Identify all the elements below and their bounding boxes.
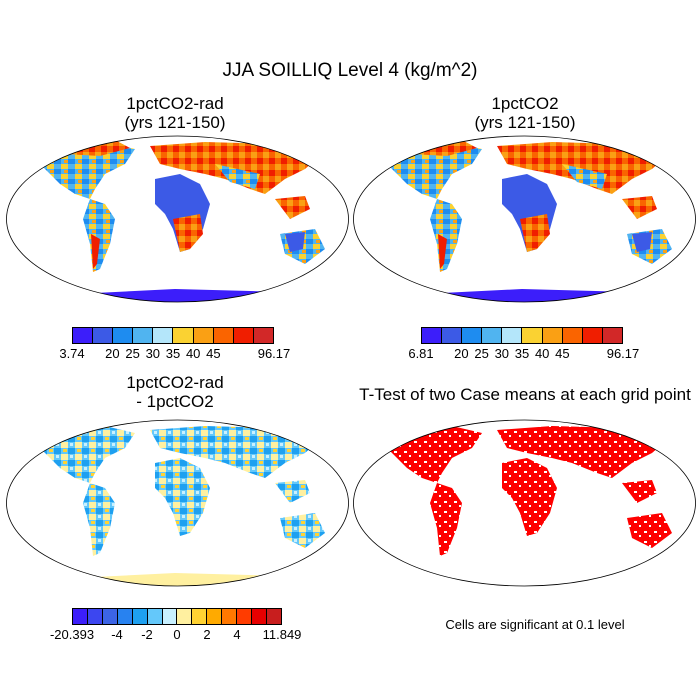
panel-4-map [353, 419, 696, 587]
ttest-note: Cells are significant at 0.1 level [445, 617, 625, 632]
colorbar-3-labels: -20.393 -4 -2 0 2 4 11.849 [50, 625, 301, 642]
colorbar-2-swatch [482, 328, 503, 343]
colorbar-1-labels: 3.74 20 25 30 35 40 45 96.17 [59, 344, 290, 361]
colorbar-3-label: 11.849 [262, 627, 302, 642]
colorbar-2-swatch [582, 328, 603, 343]
panel-3-title: 1pctCO2-rad - 1pctCO2 [20, 373, 330, 411]
colorbar-3-swatch [73, 609, 88, 624]
panel-2-title: 1pctCO2 (yrs 121-150) [370, 94, 680, 132]
colorbar-2-label: 6.81 [408, 346, 434, 361]
colorbar-1-swatch [133, 328, 154, 343]
colorbar-1-swatch [213, 328, 234, 343]
panel-1-title-line1: 1pctCO2-rad [126, 94, 224, 113]
colorbar-1-swatch [173, 328, 194, 343]
colorbar-3-swatch [147, 609, 163, 624]
colorbar-1-swatch [113, 328, 134, 343]
colorbar-1-label: 96.17 [257, 346, 291, 361]
colorbar-1-swatch [193, 328, 214, 343]
colorbar-1-label: 45 [206, 346, 221, 361]
figure-title: JJA SOILLIQ Level 4 (kg/m^2) [222, 60, 478, 81]
colorbar-1: 3.74 20 25 30 35 40 45 96.17 [59, 327, 290, 361]
colorbar-3-swatch [207, 609, 223, 624]
panel-4-title-line1: T-Test of two Case means at each grid po… [359, 385, 691, 404]
colorbar-1-swatch [73, 328, 94, 343]
colorbar-2-label: 20 [454, 346, 469, 361]
panel-1-title: 1pctCO2-rad (yrs 121-150) [20, 94, 330, 132]
panel-3-title-line2: - 1pctCO2 [136, 392, 214, 411]
panel-2-continents [387, 140, 672, 302]
colorbar-1-swatch [93, 328, 114, 343]
colorbar-2-boxes [421, 327, 623, 344]
colorbar-2-swatch [442, 328, 463, 343]
colorbar-3-swatch [87, 609, 103, 624]
panel-2-title-line2: (yrs 121-150) [474, 113, 576, 132]
colorbar-1-label: 30 [145, 346, 161, 361]
colorbar-3-swatch [117, 609, 133, 624]
colorbar-3-label: 0 [173, 627, 181, 642]
panel-2-map [353, 135, 696, 303]
colorbar-3-swatch [132, 609, 148, 624]
colorbar-2: 6.81 20 25 30 35 40 45 96.17 [408, 327, 639, 361]
colorbar-2-swatch [522, 328, 543, 343]
colorbar-3-swatch [252, 609, 267, 624]
colorbar-3-swatch [162, 609, 178, 624]
colorbar-2-swatch [542, 328, 563, 343]
colorbar-3-label: -20.393 [49, 627, 95, 642]
colorbar-1-label: 40 [185, 346, 201, 361]
colorbar-2-swatch [502, 328, 523, 343]
colorbar-2-label: 45 [555, 346, 570, 361]
colorbar-3-swatch [192, 609, 208, 624]
colorbar-1-swatch [153, 328, 174, 343]
colorbar-1-swatch [233, 328, 254, 343]
panel-2-title-line1: 1pctCO2 [491, 94, 559, 113]
panel-4-significance [387, 426, 672, 556]
colorbar-1-label: 3.74 [59, 346, 85, 361]
colorbar-3-swatch [222, 609, 238, 624]
colorbar-2-swatch [422, 328, 443, 343]
colorbar-2-label: 35 [514, 346, 530, 361]
colorbar-2-label: 30 [494, 346, 510, 361]
colorbar-1-swatch [253, 328, 273, 343]
colorbar-2-labels: 6.81 20 25 30 35 40 45 96.17 [408, 344, 639, 361]
colorbar-2-label: 96.17 [606, 346, 640, 361]
panel-1-title-line2: (yrs 121-150) [124, 113, 226, 132]
colorbar-3-swatch [237, 609, 253, 624]
colorbar-3-swatch [266, 609, 281, 624]
colorbar-3-label: -2 [141, 627, 153, 642]
colorbar-3: -20.393 -4 -2 0 2 4 11.849 [50, 608, 301, 642]
colorbar-3-label: 2 [203, 627, 211, 642]
colorbar-2-label: 25 [474, 346, 489, 361]
colorbar-3-label: -4 [111, 627, 123, 642]
colorbar-2-swatch [562, 328, 583, 343]
colorbar-1-label: 20 [105, 346, 120, 361]
panel-1-continents [40, 140, 325, 302]
colorbar-1-label: 35 [165, 346, 181, 361]
panel-1-map [6, 135, 349, 303]
panel-3-title-line1: 1pctCO2-rad [126, 373, 224, 392]
colorbar-1-boxes [72, 327, 274, 344]
colorbar-3-swatch [102, 609, 118, 624]
colorbar-3-label: 4 [233, 627, 241, 642]
panel-3-map [6, 419, 349, 587]
colorbar-2-label: 40 [534, 346, 550, 361]
colorbar-2-swatch [602, 328, 622, 343]
colorbar-3-swatch [177, 609, 193, 624]
colorbar-3-boxes [72, 608, 282, 625]
panel-3-continents [40, 426, 325, 586]
panel-4-title: T-Test of two Case means at each grid po… [355, 385, 695, 404]
colorbar-2-swatch [462, 328, 483, 343]
colorbar-1-label: 25 [125, 346, 140, 361]
